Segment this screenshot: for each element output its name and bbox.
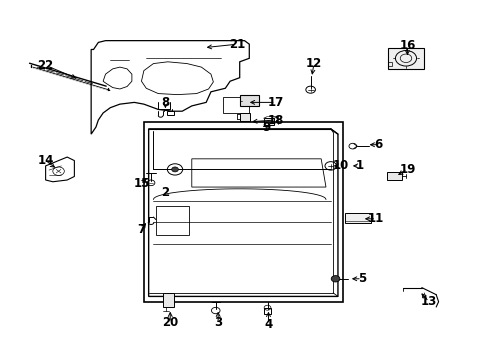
Bar [263,309,271,314]
Circle shape [171,167,178,172]
Bar [263,118,274,125]
Text: 4: 4 [264,318,272,331]
Bar [223,97,249,113]
Text: 8: 8 [161,96,169,109]
Text: 12: 12 [305,57,322,70]
Text: 11: 11 [367,212,384,225]
Bar [387,48,423,69]
Text: 10: 10 [331,159,348,172]
Bar [166,111,173,116]
Text: 20: 20 [162,316,178,329]
Text: 6: 6 [374,138,382,151]
Text: 3: 3 [214,316,222,329]
Text: 15: 15 [133,177,149,190]
Circle shape [330,276,339,282]
Bar [345,213,371,223]
Text: 9: 9 [262,121,270,134]
Text: 13: 13 [420,295,436,308]
Text: 1: 1 [355,159,363,172]
Text: 18: 18 [267,113,283,126]
Text: 17: 17 [267,96,283,109]
Text: 19: 19 [398,163,415,176]
Text: 7: 7 [137,223,145,236]
Text: 14: 14 [38,154,54,167]
Text: 5: 5 [357,272,366,285]
Text: 16: 16 [398,40,415,53]
Bar [387,62,391,66]
Bar [156,207,189,235]
Bar [386,172,401,180]
Text: 2: 2 [161,186,169,199]
Bar [239,113,250,121]
Text: 21: 21 [229,38,245,51]
Text: 22: 22 [38,59,54,72]
Bar [143,122,342,302]
Bar [163,293,173,307]
Bar [239,95,258,106]
